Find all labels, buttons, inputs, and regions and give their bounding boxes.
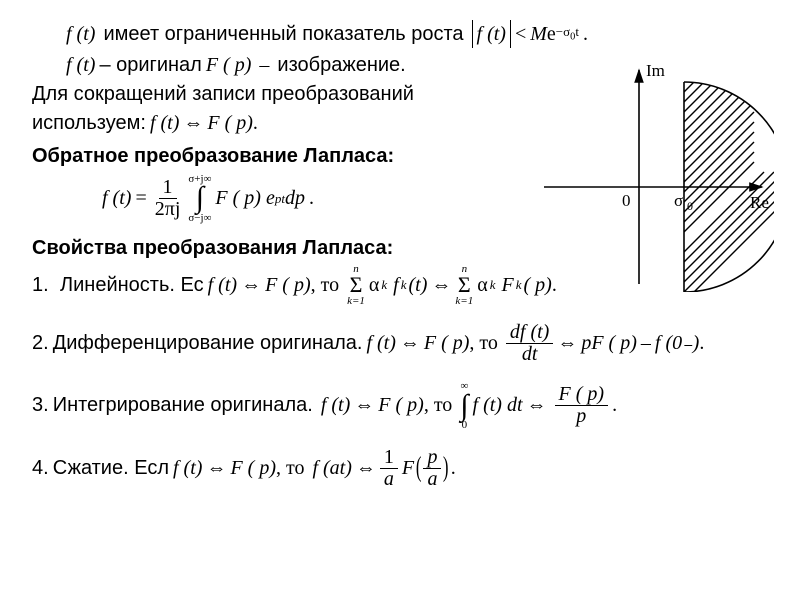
prop-3: 3. Интегрирование оригинала. f (t) ⇔ F (…: [32, 381, 768, 430]
lparen: (: [416, 449, 422, 487]
rparen: ): [443, 449, 449, 487]
math-lt: <: [515, 21, 526, 48]
inv-int: σ+j∞ ∫ σ−j∞: [188, 174, 211, 223]
p1-num: 1.: [32, 272, 60, 299]
label-sigma: σ: [674, 191, 683, 210]
math-exp: −σ0t: [556, 23, 579, 45]
prop-4: 4. Сжатие. Есл f (t) ⇔ F ( p) , то f (at…: [32, 447, 768, 490]
text-l2b: изображение.: [277, 52, 405, 79]
p4-frac1: 1 a: [380, 447, 398, 490]
dash-1: –: [259, 52, 269, 79]
text-l4: используем:: [32, 110, 146, 137]
inv-dp: dp: [285, 185, 305, 212]
p4-text: Сжатие. Есл: [53, 455, 169, 482]
p2-num: 2.: [32, 330, 49, 357]
math-Fp-1: F ( p): [206, 52, 252, 79]
p3-num: 3.: [32, 392, 49, 419]
prop-2: 2. Дифференцирование оригинала. f (t) ⇔ …: [32, 322, 768, 365]
label-re: Re: [750, 193, 769, 212]
convergence-diagram: Im Re 0 σ 0: [524, 62, 774, 292]
dot-2: .: [253, 110, 258, 137]
math-M: M: [530, 21, 547, 48]
p4-arg: p a: [423, 447, 441, 490]
math-abs-ft: f (t): [472, 20, 511, 48]
label-zero: 0: [622, 191, 631, 210]
p1-sum1: n Σ k=1: [347, 264, 365, 306]
inv-body: F ( p) e: [215, 185, 274, 212]
inv-lhs: f (t): [102, 185, 131, 212]
label-im: Im: [646, 62, 665, 80]
p3-int: ∞ ∫ 0: [460, 381, 468, 430]
p3-text: Интегрирование оригинала.: [53, 392, 313, 419]
diagram-svg: Im Re 0 σ 0: [524, 62, 774, 292]
math-ft: f (t): [66, 21, 95, 48]
dot-1: .: [583, 21, 588, 48]
p4-num: 4.: [32, 455, 49, 482]
text-l2a: – оригинал: [99, 52, 201, 79]
inv-exp: pt: [275, 190, 285, 208]
inv-frac: 1 2πj: [151, 177, 185, 220]
iff-1: ⇔: [183, 110, 203, 137]
p1-term1: αk fk(t): [369, 272, 428, 299]
text-h-props: Свойства преобразования Лапласа:: [32, 235, 393, 262]
p1-sum2: n Σ k=1: [455, 264, 473, 306]
page: f (t) имеет ограниченный показатель рост…: [0, 0, 800, 600]
text-l3: Для сокращений записи преобразований: [32, 81, 414, 108]
p3-rhs: F ( p) p: [555, 384, 609, 427]
text-l1a: имеет ограниченный показатель роста: [103, 21, 463, 48]
p2-text: Дифференцирование оригинала.: [53, 330, 363, 357]
dot-3: .: [309, 185, 314, 212]
p2-dfdt: df (t) dt: [506, 322, 553, 365]
text-h-inv: Обратное преобразование Лапласа:: [32, 143, 394, 170]
math-Fp-2: F ( p): [207, 110, 253, 137]
label-sigma-sub: 0: [687, 199, 693, 213]
math-ft-2: f (t): [66, 52, 95, 79]
inv-eq: =: [135, 185, 146, 212]
line-1: f (t) имеет ограниченный показатель рост…: [32, 20, 768, 48]
p1-text: Линейность. Ес: [60, 272, 204, 299]
math-e: e: [547, 21, 556, 48]
math-ft-3: f (t): [150, 110, 179, 137]
